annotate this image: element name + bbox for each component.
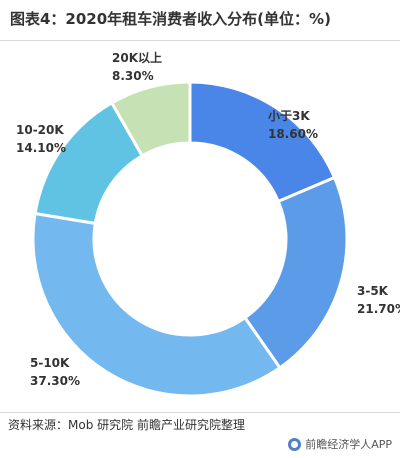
- slice-value-label: 21.70%: [357, 302, 400, 316]
- slice-小于3K: [188, 80, 337, 204]
- source-note: 资料来源：Mob 研究院 前瞻产业研究院整理: [8, 418, 245, 432]
- brand-logo-icon: [288, 437, 302, 451]
- brand-credit: 前瞻经济学人APP: [288, 436, 392, 452]
- slice-label: 5-10K: [30, 356, 70, 370]
- slice-value-label: 18.60%: [268, 127, 318, 141]
- slice-label: 小于3K: [268, 108, 310, 123]
- slice-group: [31, 80, 349, 398]
- donut-chart: 小于3K 18.60% 3-5K 21.70% 5-10K 37.30% 10-20K 14.…: [16, 50, 400, 398]
- brand-name: 前瞻经济学人APP: [305, 438, 392, 451]
- label-group: 小于3K 18.60% 3-5K 21.70% 5-10K 37.30% 10-20K 14.…: [16, 50, 400, 388]
- slice-label: 10-20K: [16, 123, 64, 137]
- slice-value-label: 37.30%: [30, 374, 80, 388]
- slice-20K以上: [109, 80, 192, 158]
- chart-title: 图表4：2020年租车消费者收入分布(单位：%): [10, 10, 331, 28]
- slice-label: 20K以上: [112, 50, 162, 65]
- slice-value-label: 14.10%: [16, 141, 66, 155]
- slice-5-10K: [31, 211, 282, 398]
- title-divider: [0, 40, 400, 41]
- source-divider: [0, 412, 400, 413]
- slice-label: 3-5K: [357, 284, 389, 298]
- slice-value-label: 8.30%: [112, 69, 154, 83]
